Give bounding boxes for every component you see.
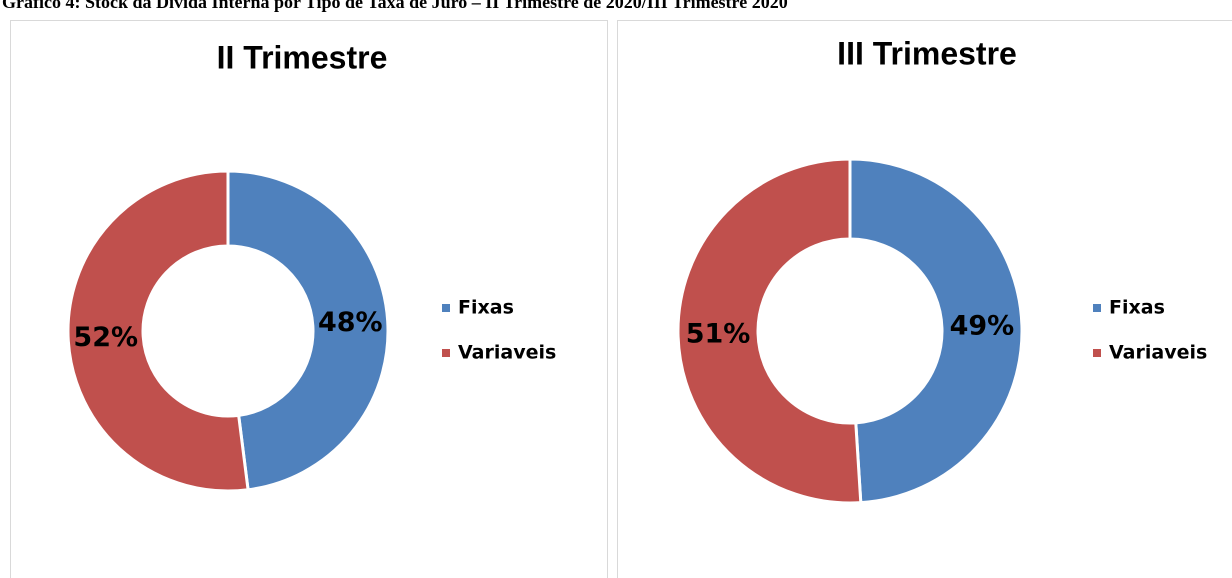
legend-label: Fixas	[1109, 297, 1165, 319]
legend-label: Variaveis	[458, 342, 556, 364]
donut-slice	[66, 169, 250, 493]
legend-swatch	[1093, 349, 1101, 357]
legend-swatch	[1093, 304, 1101, 312]
page-title: Gráfico 4: Stock da Dívida Interna por T…	[2, 0, 788, 12]
data-label: 52%	[73, 322, 138, 353]
legend-label: Variaveis	[1109, 342, 1207, 364]
donut-slice	[848, 157, 1024, 505]
data-label: 51%	[686, 319, 751, 350]
panel	[10, 20, 608, 578]
donut-slice	[226, 169, 390, 492]
data-label: 49%	[950, 310, 1015, 341]
data-label: 48%	[318, 307, 383, 338]
donut-slice	[676, 157, 863, 505]
chart-title: II Trimestre	[217, 39, 388, 75]
legend-swatch	[442, 349, 450, 357]
panel	[617, 20, 1232, 578]
chart-title: III Trimestre	[837, 35, 1017, 71]
legend-swatch	[442, 304, 450, 312]
legend-label: Fixas	[458, 297, 514, 319]
